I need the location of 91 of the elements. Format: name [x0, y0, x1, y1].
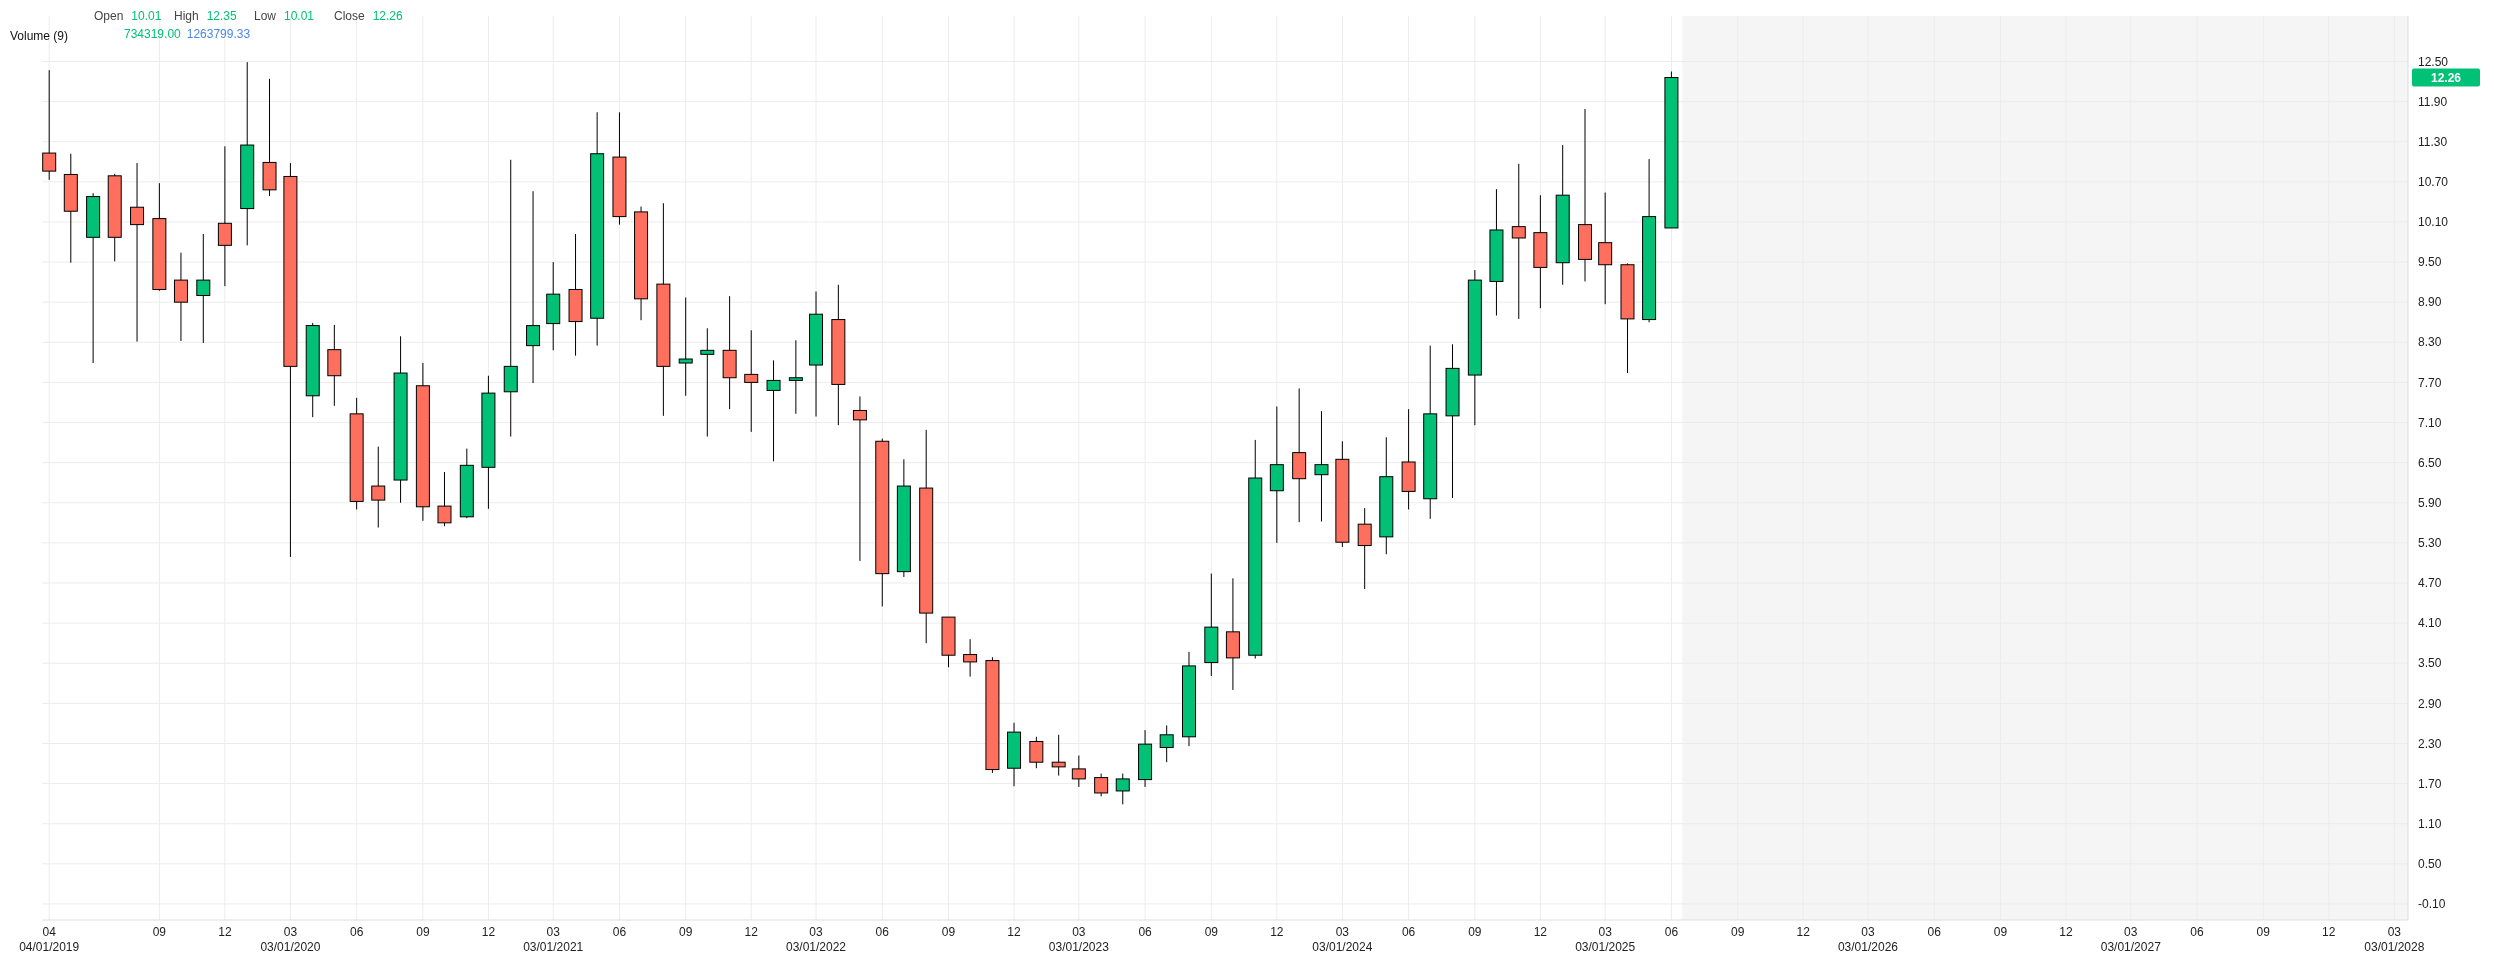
y-tick-label: 8.30: [2418, 335, 2442, 350]
y-tick-label: 3.50: [2418, 656, 2442, 671]
x-tick-label: 03 03/01/2020: [260, 925, 321, 954]
candlestick: [503, 159, 518, 438]
x-tick-label: 09: [152, 925, 167, 939]
x-tick-label: 12: [1007, 925, 1022, 939]
y-tick-label: 2.30: [2418, 736, 2442, 751]
x-tick-label: 06: [2190, 925, 2205, 939]
x-tick-label: 06: [1138, 925, 1153, 939]
y-tick-label: 5.90: [2418, 495, 2442, 510]
annotation: Close 12.26: [334, 9, 404, 23]
x-tick-label: 09: [1468, 925, 1482, 939]
y-tick-label: 0.50: [2418, 857, 2442, 872]
candlestick: [1357, 507, 1372, 590]
candlestick: [852, 395, 867, 562]
x-tick-label: 06: [875, 925, 890, 939]
x-tick-label: 09: [1993, 925, 2008, 939]
x-tick-label: 06: [1664, 925, 1679, 939]
candlestick: [1051, 734, 1066, 777]
x-tick-label: 12: [2059, 925, 2073, 939]
x-tick-label: 03 03/01/2027: [2100, 925, 2162, 954]
x-tick-label: 12: [744, 925, 759, 939]
x-tick-label: 03 03/01/2021: [523, 925, 584, 954]
x-tick-label: 03 03/01/2023: [1048, 925, 1110, 954]
candlestick: [217, 145, 232, 287]
x-tick-label: 09: [2256, 925, 2271, 939]
candlestick: [130, 162, 145, 343]
y-tick-label: 6.50: [2418, 455, 2442, 470]
y-tick-label: 12.50: [2418, 54, 2449, 69]
y-tick-label: 4.10: [2418, 616, 2442, 631]
candlestick: [173, 252, 188, 342]
y-tick-label: 9.50: [2418, 255, 2442, 270]
candlestick: [700, 327, 715, 438]
y-tick-label: 11.30: [2418, 134, 2448, 149]
x-tick-label: 12: [2322, 925, 2336, 939]
y-tick-label: 7.10: [2418, 415, 2442, 430]
candlestick: [788, 339, 803, 415]
y-tick-label: 10.70: [2418, 175, 2449, 190]
y-tick-label: 4.70: [2418, 576, 2442, 591]
candlestick: [196, 233, 211, 344]
y-tick-label: 10.10: [2418, 215, 2449, 230]
candlestick: [766, 359, 781, 462]
x-tick-label: 03 03/01/2025: [1575, 925, 1636, 954]
x-tick-label: 03 03/01/2022: [785, 925, 847, 954]
y-tick-label: 2.90: [2418, 696, 2442, 711]
x-tick-label: 09: [941, 925, 956, 939]
x-tick-label: 06: [612, 925, 627, 939]
candlestick: [678, 297, 693, 397]
x-tick-label: 03 03/01/2028: [2364, 925, 2425, 954]
x-tick-label: 12: [218, 925, 232, 939]
y-tick-label: 8.90: [2418, 295, 2442, 310]
x-tick-label: 09: [1730, 925, 1745, 939]
annotation: High 12.35: [174, 9, 238, 23]
candlestick: [1094, 773, 1109, 797]
x-tick-label: 04 04/01/2019: [19, 925, 80, 954]
x-tick-label: 09: [679, 925, 693, 939]
x-tick-label: 03 03/01/2024: [1312, 925, 1373, 954]
candlestick: [371, 446, 386, 529]
candlestick: [526, 190, 541, 384]
x-tick-label: 09: [1204, 925, 1219, 939]
x-tick-label: 12: [1270, 925, 1284, 939]
candlestick: [1071, 755, 1086, 788]
y-tick-label: -0.10: [2418, 897, 2446, 912]
annotation: Low 10.01: [254, 9, 315, 23]
x-tick-label: 12: [1796, 925, 1811, 939]
x-tick-label: 06: [1927, 925, 1942, 939]
candlestick: [1115, 773, 1130, 805]
y-tick-label: 11.90: [2418, 94, 2448, 109]
candlestick: [1029, 736, 1044, 769]
candlestick: [1598, 192, 1613, 305]
x-tick-label: 12: [1533, 925, 1548, 939]
y-tick-label: 7.70: [2418, 375, 2442, 390]
candlestick: [437, 471, 452, 527]
candlestick: [42, 69, 57, 181]
y-tick-label: 1.70: [2418, 776, 2442, 791]
x-tick-label: 03 03/01/2026: [1837, 925, 1899, 954]
text: 12.26: [2430, 70, 2462, 85]
x-tick-label: 09: [416, 925, 430, 939]
x-tick-label: 06: [1401, 925, 1416, 939]
candlestick: [1159, 724, 1174, 763]
candlestick: [963, 638, 978, 678]
annotation: Open 10.01: [94, 9, 162, 23]
annotation: 734319.00 1263799.33: [124, 27, 251, 41]
x-tick-label: 06: [349, 925, 364, 939]
candlestick: [1314, 410, 1329, 522]
annotation: Volume (9): [10, 29, 69, 43]
candlestick: [744, 329, 759, 433]
candlestick: [1511, 163, 1526, 320]
x-tick-label: 12: [481, 925, 496, 939]
y-tick-label: 1.10: [2418, 816, 2442, 831]
y-tick-label: 5.30: [2418, 536, 2442, 551]
